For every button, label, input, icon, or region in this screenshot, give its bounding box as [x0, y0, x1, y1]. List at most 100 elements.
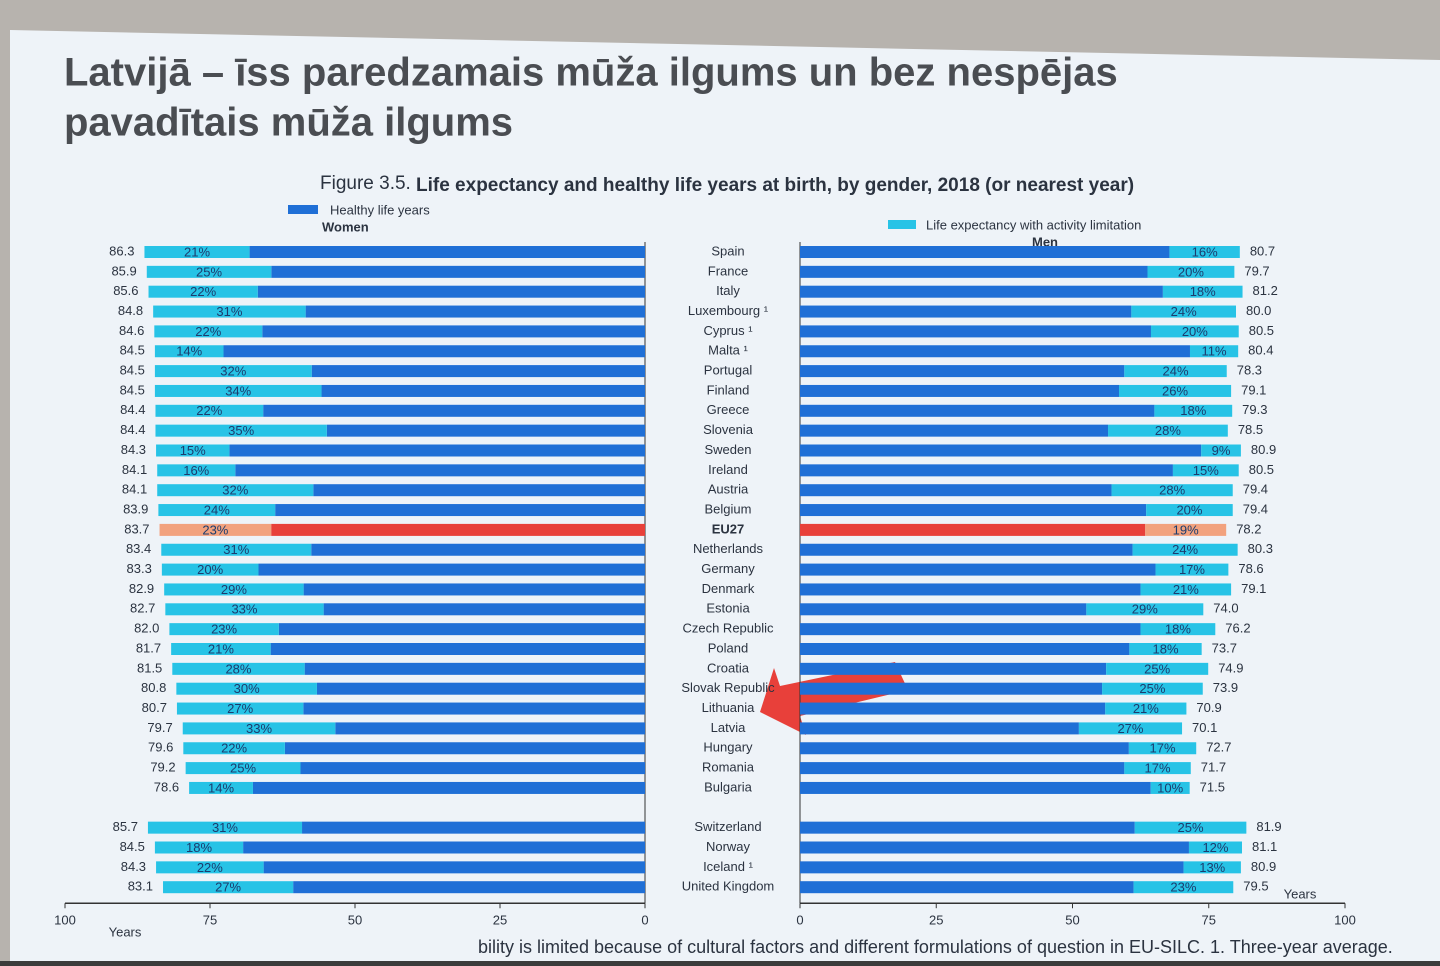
limitation-bar: [1145, 523, 1227, 536]
share-label: 14%: [176, 344, 202, 359]
value-label: 79.1: [1241, 581, 1266, 596]
axis-label: Years: [1284, 887, 1317, 902]
limitation-bar: [154, 841, 244, 854]
share-label: 29%: [1132, 602, 1158, 617]
value-label: 85.9: [111, 263, 136, 278]
share-label: 20%: [197, 562, 223, 577]
value-label: 86.3: [109, 243, 134, 258]
value-label: 84.4: [120, 402, 145, 417]
category-label: Croatia: [707, 660, 750, 675]
limitation-bar: [1146, 504, 1233, 517]
category-label: Italy: [716, 283, 740, 298]
value-label: 74.0: [1213, 601, 1238, 616]
value-label: 80.9: [1251, 859, 1276, 874]
value-label: 81.2: [1253, 283, 1278, 298]
value-label: 73.9: [1213, 680, 1238, 695]
value-label: 79.3: [1242, 402, 1267, 417]
category-label: Bulgaria: [704, 779, 752, 794]
value-label: 84.4: [120, 422, 145, 437]
share-label: 18%: [186, 840, 212, 855]
category-label: Belgium: [705, 501, 752, 516]
limitation-bar: [1140, 583, 1232, 596]
healthy-bar: [800, 841, 1189, 854]
share-label: 18%: [1152, 641, 1178, 656]
healthy-bar: [800, 742, 1129, 755]
category-label: Switzerland: [694, 819, 761, 834]
x-tick-label: 25: [929, 913, 943, 928]
limitation-bar: [163, 881, 294, 894]
category-label: Spain: [711, 243, 744, 258]
share-label: 21%: [184, 244, 210, 259]
limitation-bar: [1129, 643, 1202, 655]
healthy-bar: [800, 424, 1109, 437]
share-label: 31%: [216, 304, 242, 319]
value-label: 70.1: [1192, 720, 1217, 735]
share-label: 22%: [197, 860, 223, 875]
share-label: 32%: [222, 483, 248, 498]
healthy-bar: [800, 702, 1106, 715]
value-label: 83.3: [127, 561, 152, 576]
healthy-bar: [271, 265, 645, 278]
category-label: Ireland: [708, 462, 748, 477]
legend-swatch: [288, 205, 318, 214]
category-label: Netherlands: [693, 541, 764, 556]
healthy-bar: [284, 742, 645, 755]
limitation-bar: [1131, 305, 1236, 318]
value-label: 78.5: [1238, 422, 1263, 437]
healthy-bar: [800, 325, 1151, 338]
category-label: Romania: [702, 760, 755, 775]
share-label: 34%: [225, 383, 251, 398]
share-label: 18%: [1180, 403, 1206, 418]
share-label: 23%: [1170, 880, 1196, 895]
x-tick-label: 100: [54, 913, 76, 928]
value-label: 71.7: [1201, 760, 1226, 775]
category-label: Slovak Republic: [681, 680, 775, 695]
value-label: 81.9: [1256, 819, 1281, 834]
healthy-bar: [303, 702, 645, 715]
healthy-bar: [263, 404, 645, 417]
limitation-bar: [1134, 821, 1247, 834]
limitation-bar: [1106, 662, 1209, 675]
limitation-bar: [1150, 325, 1239, 338]
healthy-bar: [800, 603, 1087, 616]
figure-number: Figure 3.5.: [320, 173, 411, 194]
limitation-bar: [1183, 861, 1241, 874]
legend-swatch: [888, 220, 916, 229]
limitation-bar: [1155, 563, 1229, 576]
share-label: 33%: [231, 602, 257, 617]
limitation-bar: [154, 325, 263, 338]
limitation-bar: [156, 861, 264, 874]
value-label: 80.0: [1246, 303, 1271, 318]
share-label: 28%: [1155, 423, 1181, 438]
share-label: 25%: [1178, 820, 1204, 835]
value-label: 84.6: [119, 323, 144, 338]
share-label: 30%: [234, 681, 260, 696]
limitation-bar: [144, 246, 250, 258]
share-label: 10%: [1157, 780, 1183, 795]
healthy-bar: [800, 543, 1133, 556]
share-label: 14%: [208, 780, 234, 795]
healthy-bar: [800, 623, 1141, 636]
limitation-bar: [157, 464, 236, 477]
healthy-bar: [311, 543, 645, 556]
healthy-bar: [800, 861, 1184, 874]
healthy-bar: [311, 365, 645, 378]
value-label: 76.2: [1225, 621, 1250, 636]
share-label: 24%: [204, 502, 230, 517]
legend-label: Healthy life years: [330, 202, 430, 217]
figure-title: Life expectancy and healthy life years a…: [416, 175, 1134, 196]
value-label: 80.3: [1248, 541, 1273, 556]
category-label: EU27: [712, 521, 745, 536]
share-label: 11%: [1202, 344, 1227, 359]
limitation-bar: [1078, 722, 1183, 735]
value-label: 83.4: [126, 541, 151, 556]
healthy-bar: [800, 265, 1148, 278]
share-label: 15%: [1193, 463, 1219, 478]
value-label: 80.7: [142, 700, 167, 715]
value-label: 79.7: [1244, 263, 1269, 278]
share-label: 31%: [223, 542, 249, 557]
share-label: 22%: [196, 403, 222, 418]
limitation-bar: [1124, 762, 1191, 775]
share-label: 27%: [1117, 721, 1143, 736]
limitation-bar: [1154, 404, 1233, 417]
